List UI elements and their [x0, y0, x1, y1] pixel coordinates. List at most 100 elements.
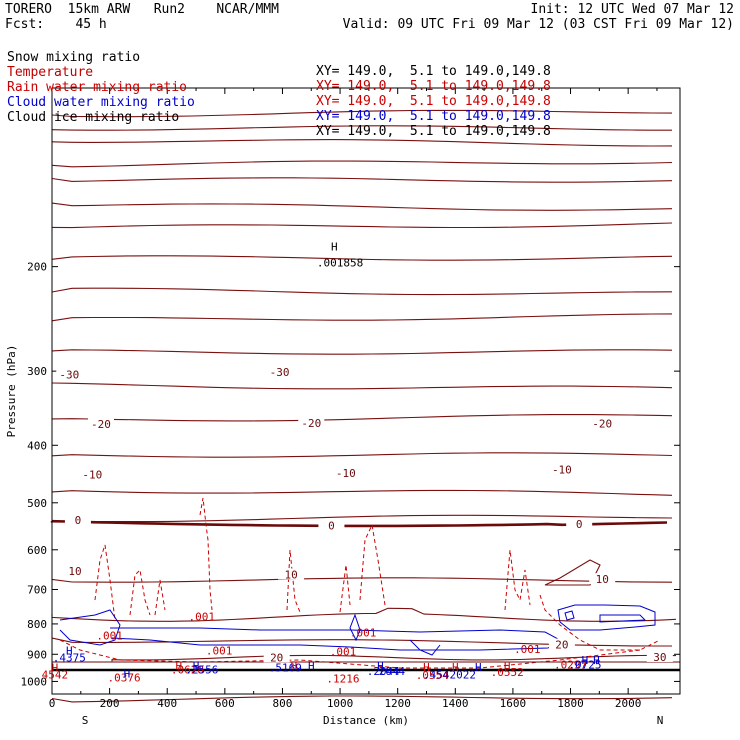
isotherm-label: 20 — [270, 651, 283, 664]
rain-water-contour — [539, 594, 661, 651]
cloud-water-label: .4542022 — [423, 668, 476, 681]
cloud-water-contour — [409, 639, 441, 656]
x-tick-label: 600 — [215, 697, 235, 710]
isotherm-label-bg — [646, 650, 673, 662]
isotherm-label-bg — [589, 417, 616, 429]
isotherm-label: 0 — [576, 518, 583, 531]
x-tick-label: 1400 — [442, 697, 469, 710]
isotherm-label: -20 — [301, 417, 321, 430]
isotherm-label-bg — [64, 514, 91, 526]
y-tick-label: 200 — [27, 261, 47, 274]
y-tick-label: 400 — [27, 439, 47, 452]
cloud-water-contour — [557, 604, 656, 631]
isotherm-0 — [50, 519, 668, 528]
endpoint-left-label: S — [82, 714, 89, 727]
theta-contour — [51, 125, 672, 131]
isotherm-label: -10 — [82, 469, 102, 482]
x-tick-label: 2000 — [615, 697, 642, 710]
field-row-cloud-water: Cloud water mixing ratio XY= 149.0, 5.1 … — [0, 82, 740, 124]
init-time: Init: 12 UTC Wed 07 Mar 12 — [530, 2, 735, 17]
cloud-water-contour — [59, 609, 121, 646]
isotherm-label-bg — [62, 564, 89, 576]
theta-contour — [51, 452, 673, 458]
theta-contour — [51, 349, 673, 355]
high-marker: H — [52, 661, 59, 674]
theta-contour — [51, 255, 673, 261]
isotherm-label: -20 — [91, 418, 111, 431]
rain-water-contour — [59, 639, 641, 669]
cloud-water-label: .0725 — [568, 659, 601, 672]
forecast-hour: Fcst: 45 h — [5, 17, 107, 32]
field-name: Temperature — [7, 65, 94, 80]
x-tick-label: 1000 — [327, 697, 354, 710]
high-marker: H — [66, 644, 73, 657]
theta-contour — [51, 139, 673, 147]
field-name: Snow mixing ratio — [7, 50, 141, 65]
x-tick-label: 1200 — [384, 697, 411, 710]
x-tick-label: 1800 — [557, 697, 584, 710]
isotherm-label-bg — [266, 365, 293, 377]
field-xy: XY= 149.0, 5.1 to 149.0,149.8 — [316, 109, 551, 124]
rain-water-label: .1216 — [326, 673, 359, 686]
isotherm-label: 0 — [75, 514, 82, 527]
high-marker: H — [331, 241, 338, 254]
y-tick-label: 1000 — [21, 675, 48, 688]
rain-water-label: .001 — [206, 644, 233, 657]
y-tick-label: 300 — [27, 365, 47, 378]
isotherm-label-bg — [278, 568, 305, 580]
high-marker: H — [593, 654, 600, 667]
isotherm-label: 30 — [653, 651, 666, 664]
isotherm-label: 20 — [555, 639, 568, 652]
isotherm-label-bg — [332, 466, 359, 478]
isotherm-label: 10 — [68, 565, 81, 578]
cloud-water-contour — [564, 610, 575, 621]
isotherm-label-bg — [566, 517, 593, 529]
isotherm-label-bg — [263, 651, 290, 663]
theta-contour — [51, 695, 673, 703]
high-marker: H — [423, 661, 430, 674]
y-axis-label: Pressure (hPa) — [5, 345, 18, 438]
high-marker: H — [193, 660, 200, 673]
isotherm-20-cell — [544, 559, 601, 586]
isotherm-label: -30 — [270, 366, 290, 379]
rain-water-contour — [199, 497, 213, 611]
y-tick-label: 600 — [27, 544, 47, 557]
field-name: Cloud ice mixing ratio — [7, 110, 180, 125]
plot-title: TORERO 15km ARW Run2 NCAR/MMM — [5, 2, 279, 17]
cloud-water-label: .2556 — [185, 664, 218, 677]
rain-water-label: .001 — [189, 611, 216, 624]
isotherm-label-bg — [79, 468, 106, 480]
rain-water-contour — [129, 568, 151, 616]
high-marker: H — [308, 660, 315, 673]
isotherm-label: -20 — [592, 417, 612, 430]
isotherm-label: -30 — [59, 368, 79, 381]
theta-contour — [51, 160, 673, 168]
x-tick-label: 800 — [273, 697, 293, 710]
cloud-water-label: .4375 — [53, 651, 86, 664]
theta-contour — [51, 382, 673, 390]
isotherm-label-bg — [87, 418, 114, 430]
theta-contour — [51, 607, 677, 622]
theta-contour — [51, 109, 673, 118]
field-xy: XY= 149.0, 5.1 to 149.0,149.8 — [316, 124, 551, 139]
rain-water-contour — [359, 523, 386, 606]
field-xy: XY= 149.0, 5.1 to 149.0,149.8 — [316, 64, 551, 79]
field-label: .001858 — [317, 257, 363, 270]
rain-water-label: .0297 — [554, 659, 587, 672]
field-label: 2044 — [379, 665, 406, 678]
cloud-water-contour — [349, 613, 361, 642]
rain-water-label: .0552 — [491, 666, 524, 679]
x-tick-label: 1600 — [500, 697, 527, 710]
rain-water-label: .0628 — [171, 664, 204, 677]
rain-water-label: .0554 — [416, 669, 449, 682]
plot-frame — [51, 87, 681, 695]
high-marker: H — [175, 660, 182, 673]
rain-water-contour — [154, 579, 166, 616]
theta-contour — [51, 313, 673, 322]
high-marker: H — [291, 660, 298, 673]
field-row-cloud-ice: Cloud ice mixing ratio XY= 149.0, 5.1 to… — [0, 97, 740, 139]
isotherm-label-bg — [589, 573, 616, 585]
rain-water-label: .001 — [96, 630, 123, 643]
isotherm-label-bg — [298, 416, 325, 428]
